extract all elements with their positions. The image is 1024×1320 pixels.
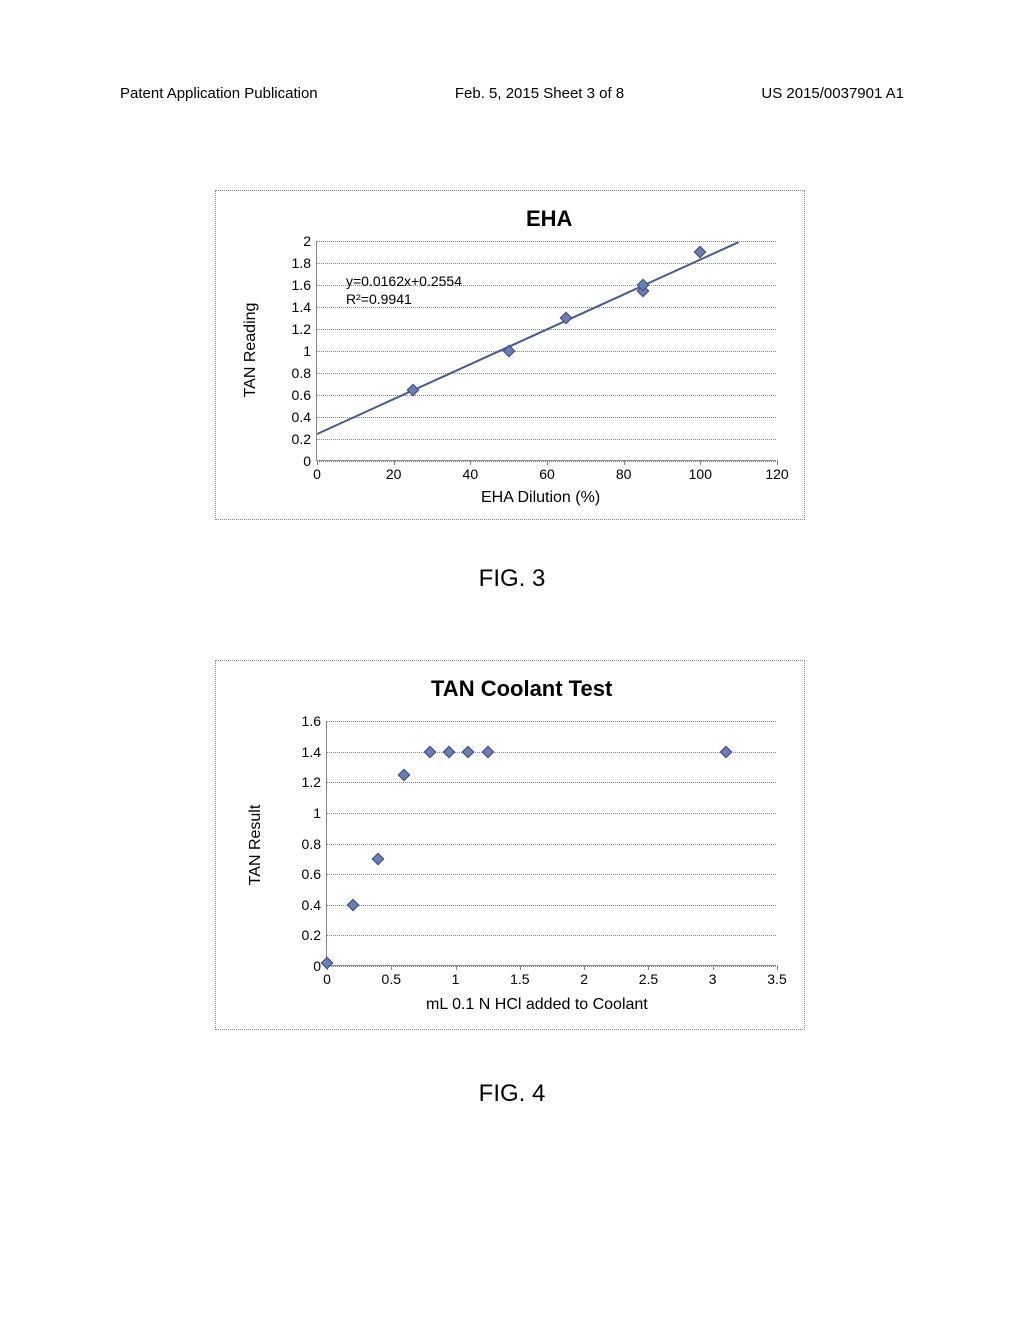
- x-tick-label: 2.5: [639, 965, 658, 987]
- chart1-title: EHA: [526, 206, 572, 232]
- gridline: [317, 351, 776, 352]
- gridline: [317, 439, 776, 440]
- x-tick-label: 3: [709, 965, 717, 987]
- data-point: [346, 898, 359, 911]
- header-center: Feb. 5, 2015 Sheet 3 of 8: [455, 85, 624, 102]
- figure2-label: FIG. 4: [0, 1080, 1024, 1108]
- y-tick-label: 1: [303, 343, 317, 359]
- y-tick-label: 1.6: [292, 277, 317, 293]
- data-point: [443, 745, 456, 758]
- y-tick-label: 1: [313, 805, 327, 821]
- data-point: [462, 745, 475, 758]
- y-tick-label: 1.2: [292, 321, 317, 337]
- gridline: [317, 417, 776, 418]
- chart2-plot-area: 00.20.40.60.811.21.41.600.511.522.533.5: [326, 721, 776, 966]
- chart1-xlabel: EHA Dilution (%): [481, 489, 600, 507]
- gridline: [327, 844, 776, 845]
- chart2-ylabel: TAN Result: [247, 785, 265, 905]
- x-tick-label: 1: [452, 965, 460, 987]
- gridline: [327, 721, 776, 722]
- chart-eha: EHA TAN Reading EHA Dilution (%) 0 0.2 0.4…: [215, 190, 805, 520]
- x-tick-label: 20: [386, 460, 402, 482]
- gridline: [327, 782, 776, 783]
- x-tick-label: 100: [689, 460, 712, 482]
- y-tick-label: 1.6: [302, 713, 327, 729]
- chart2-xlabel: mL 0.1 N HCl added to Coolant: [426, 996, 648, 1014]
- header-left: Patent Application Publication: [120, 85, 318, 102]
- y-tick-label: 1.4: [302, 744, 327, 760]
- x-tick-label: 120: [765, 460, 788, 482]
- chart2-title: TAN Coolant Test: [431, 676, 612, 702]
- chart-tan-coolant: TAN Coolant Test TAN Result mL 0.1 N HCl…: [215, 660, 805, 1030]
- y-tick-label: 1.2: [302, 774, 327, 790]
- y-tick-label: 0.6: [302, 866, 327, 882]
- data-point: [372, 852, 385, 865]
- page-header: Patent Application Publication Feb. 5, 2…: [0, 85, 1024, 102]
- x-tick-label: 2: [580, 965, 588, 987]
- x-tick-label: 0: [313, 460, 321, 482]
- x-tick-label: 60: [539, 460, 555, 482]
- x-tick-label: 40: [463, 460, 479, 482]
- y-tick-label: 0.8: [302, 836, 327, 852]
- figure1-label: FIG. 3: [0, 565, 1024, 593]
- data-point: [719, 745, 732, 758]
- y-tick-label: 0.2: [302, 927, 327, 943]
- y-tick-label: 0.8: [292, 365, 317, 381]
- gridline: [327, 935, 776, 936]
- gridline: [317, 373, 776, 374]
- data-point: [481, 745, 494, 758]
- x-tick-label: 80: [616, 460, 632, 482]
- gridline: [317, 241, 776, 242]
- chart1-rsquared: R²=0.9941: [346, 291, 412, 307]
- x-tick-label: 3.5: [767, 965, 786, 987]
- y-tick-label: 2: [303, 233, 317, 249]
- y-tick-label: 0.2: [292, 431, 317, 447]
- y-tick-label: 0.4: [292, 409, 317, 425]
- data-point: [406, 383, 419, 396]
- data-point: [398, 768, 411, 781]
- y-tick-label: 1.8: [292, 255, 317, 271]
- y-tick-label: 0.6: [292, 387, 317, 403]
- gridline: [327, 813, 776, 814]
- y-tick-label: 1.4: [292, 299, 317, 315]
- x-tick-label: 0.5: [382, 965, 401, 987]
- data-point: [423, 745, 436, 758]
- chart1-equation: y=0.0162x+0.2554: [346, 273, 462, 289]
- trendline: [317, 241, 739, 434]
- gridline: [317, 395, 776, 396]
- x-tick-label: 1.5: [510, 965, 529, 987]
- gridline: [317, 307, 776, 308]
- header-right: US 2015/0037901 A1: [761, 85, 904, 102]
- gridline: [327, 752, 776, 753]
- y-tick-label: 0.4: [302, 897, 327, 913]
- gridline: [317, 263, 776, 264]
- gridline: [327, 905, 776, 906]
- gridline: [327, 874, 776, 875]
- chart1-ylabel: TAN Reading: [242, 290, 260, 410]
